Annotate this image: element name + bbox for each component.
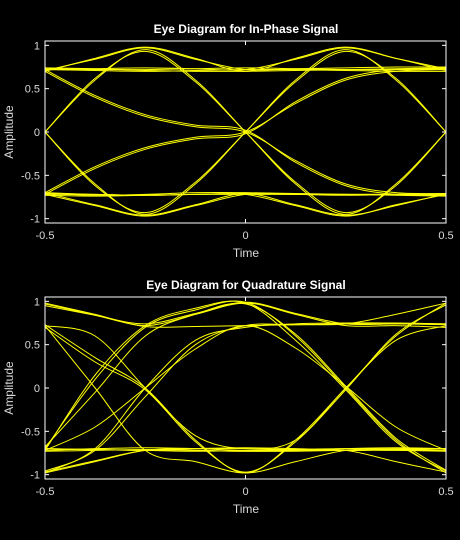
in-phase-y-tick-label: 0.5 xyxy=(25,84,40,96)
quadrature-x-tick-label: -0.5 xyxy=(36,486,55,498)
in-phase-x-tick-label: 0.5 xyxy=(438,230,453,242)
quadrature-trace-19 xyxy=(44,325,447,451)
in-phase-x-axis-label: Time xyxy=(233,246,260,260)
quadrature-trace-17 xyxy=(44,449,447,452)
quadrature-y-tick-label: 0 xyxy=(34,383,40,395)
quadrature-x-axis-label: Time xyxy=(233,502,260,516)
in-phase-y-tick-label: -1 xyxy=(30,214,40,226)
in-phase-trace-13 xyxy=(44,68,447,195)
in-phase-trace-14 xyxy=(44,69,447,194)
quadrature-y-tick-label: -0.5 xyxy=(21,426,40,438)
in-phase-x-tick-label: 0 xyxy=(242,230,248,242)
in-phase-trace-16 xyxy=(44,192,447,197)
in-phase-y-axis-label: Amplitude xyxy=(2,105,16,159)
quadrature-trace-5 xyxy=(44,300,447,472)
in-phase-x-tick-label: -0.5 xyxy=(36,230,55,242)
in-phase-trace-3 xyxy=(44,67,447,71)
quadrature-x-tick-label: 0.5 xyxy=(438,486,453,498)
in-phase-trace-19 xyxy=(44,192,447,216)
in-phase-y-tick-label: 0 xyxy=(34,127,40,139)
in-phase-y-tick-label: -0.5 xyxy=(21,170,40,182)
quadrature-trace-18 xyxy=(44,325,447,450)
quadrature-y-tick-label: -1 xyxy=(30,470,40,482)
quadrature-chart-title: Eye Diagram for Quadrature Signal xyxy=(146,278,345,292)
in-phase-trace-20 xyxy=(44,193,446,197)
quadrature-trace-4 xyxy=(44,300,447,474)
in-phase-ticks: -0.5 0 0.5 -1 -0.5 0 0.5 1 xyxy=(21,40,454,242)
in-phase-traces xyxy=(44,46,447,217)
quadrature-trace-6 xyxy=(44,302,447,471)
quadrature-trace-8 xyxy=(44,304,447,473)
quadrature-y-axis-label: Amplitude xyxy=(2,361,16,415)
in-phase-y-tick-label: 1 xyxy=(34,40,40,52)
quadrature-traces xyxy=(44,300,447,474)
in-phase-chart-title: Eye Diagram for In-Phase Signal xyxy=(154,22,339,36)
quadrature-ticks: -0.5 0 0.5 -1 -0.5 0 0.5 1 xyxy=(21,296,454,498)
quadrature-x-tick-label: 0 xyxy=(242,486,248,498)
quadrature-trace-14 xyxy=(44,322,447,474)
in-phase-chart: Eye Diagram for In-Phase Signal -0.5 0 0.5… xyxy=(2,22,454,260)
quadrature-chart: Eye Diagram for Quadrature Signal -0.5 0 0… xyxy=(2,278,454,516)
quadrature-y-tick-label: 1 xyxy=(34,296,40,308)
quadrature-y-tick-label: 0.5 xyxy=(25,340,40,352)
in-phase-trace-11 xyxy=(44,69,447,196)
